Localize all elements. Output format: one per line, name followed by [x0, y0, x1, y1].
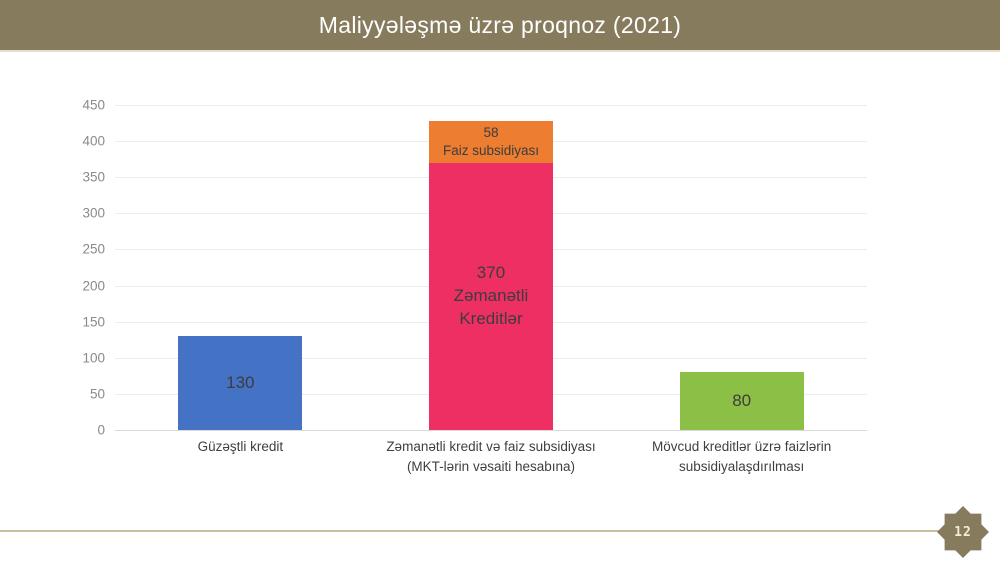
y-axis-tick-label: 150 — [82, 314, 105, 330]
footer-divider-line — [0, 530, 941, 532]
y-axis-tick-label: 200 — [82, 278, 105, 294]
y-axis-tick-label: 350 — [82, 169, 105, 185]
y-axis-tick-label: 250 — [82, 241, 105, 257]
page-number-badge: 12 — [936, 505, 990, 559]
y-axis-tick-label: 450 — [82, 97, 105, 113]
x-axis-category-label: Zəmanətli kredit və faiz subsidiyası (MK… — [386, 439, 596, 475]
x-axis-category-label: Güzəştli kredit — [197, 439, 284, 454]
page-title: Maliyyələşmə üzrə proqnoz (2021) — [318, 11, 682, 38]
bar-segment-m-vcud-kreditl-r-zr-faizl-rin-subsidiyala-d-r-lmas-: 80 — [679, 372, 804, 430]
bar-segment-z-man-tli-kreditl-r: 370 Zəmanətli Kreditlər — [429, 162, 553, 430]
gridline-y-0 — [115, 430, 867, 431]
y-axis-tick-label: 50 — [89, 386, 105, 402]
bar-value-label: 130 — [226, 372, 255, 392]
bar-segment-g-z-tli-kredit: 130 — [178, 336, 303, 430]
eight-point-star-icon — [937, 506, 989, 558]
x-axis-category-label: Mövcud kreditlər üzrə faizlərin subsidiy… — [651, 439, 832, 475]
header-band: Maliyyələşmə üzrə proqnoz (2021) — [0, 0, 1000, 52]
y-axis-tick-label: 100 — [82, 350, 105, 366]
page-number: 12 — [954, 524, 972, 540]
bar-value-label: 80 — [732, 390, 752, 410]
y-axis-tick-label: 400 — [82, 133, 105, 149]
y-axis-tick-label: 0 — [97, 422, 105, 438]
gridline-y-450 — [115, 105, 867, 106]
bar-value-label: 58 Faiz subsidiyası — [442, 125, 540, 158]
bar-value-label: 370 Zəmanətli Kreditlər — [453, 262, 529, 328]
bar-segment-faiz-subsidiyas-: 58 Faiz subsidiyası — [429, 120, 553, 163]
y-axis-tick-label: 300 — [82, 205, 105, 221]
plot-area: 0 50 100 150 200 250 300 350 400 450 130 Güzəştli k… — [82, 98, 867, 474]
